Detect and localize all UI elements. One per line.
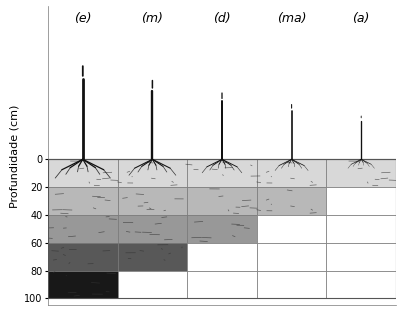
Text: (d): (d): [213, 12, 231, 25]
Bar: [187, 271, 257, 298]
Bar: [118, 271, 187, 298]
Bar: [187, 243, 257, 271]
Bar: [118, 187, 187, 215]
Bar: [48, 159, 396, 298]
Bar: [48, 271, 118, 298]
Bar: [257, 159, 326, 187]
Bar: [326, 187, 396, 215]
Bar: [118, 159, 187, 187]
Bar: [257, 271, 326, 298]
Text: (ma): (ma): [277, 12, 306, 25]
Bar: [118, 243, 187, 271]
Bar: [187, 215, 257, 243]
Bar: [326, 159, 396, 187]
Text: (m): (m): [142, 12, 163, 25]
Bar: [48, 159, 118, 187]
Bar: [257, 215, 326, 243]
Bar: [187, 187, 257, 215]
Text: (e): (e): [74, 12, 92, 25]
Bar: [48, 187, 118, 215]
Bar: [187, 159, 257, 187]
Text: (a): (a): [352, 12, 370, 25]
Bar: [326, 243, 396, 271]
Bar: [48, 243, 118, 271]
Bar: [257, 243, 326, 271]
Bar: [326, 215, 396, 243]
Bar: [326, 271, 396, 298]
Bar: [48, 215, 118, 243]
Bar: [48, 6, 396, 159]
Y-axis label: Profundidade (cm): Profundidade (cm): [10, 104, 20, 208]
Bar: [257, 187, 326, 215]
Bar: [118, 215, 187, 243]
